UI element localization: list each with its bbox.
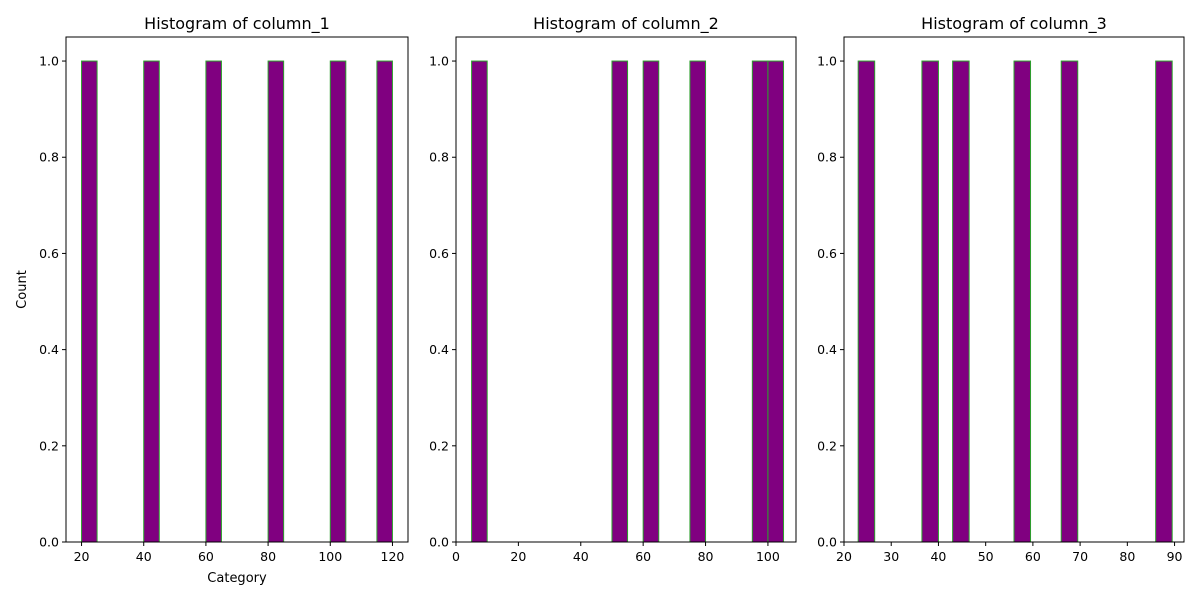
chart-title: Histogram of column_3	[921, 14, 1107, 34]
chart-title: Histogram of column_2	[533, 14, 719, 34]
histogram-bar	[921, 60, 939, 543]
plot-frame	[65, 36, 409, 543]
x-tick-label: 100	[756, 549, 780, 564]
histogram-panel-2: 0 20 40 60 80 100 0.0 0.2 0.4 0.6 0.8 1.0 Histogram …	[429, 14, 797, 564]
y-tick-label: 0.4	[817, 342, 837, 357]
x-tick-label: 60	[1025, 549, 1041, 564]
y-tick-label: 1.0	[39, 54, 59, 69]
y-tick-label: 1.0	[817, 54, 837, 69]
x-tick-label: 100	[318, 549, 342, 564]
chart-title: Histogram of column_1	[144, 14, 330, 34]
x-tick-label: 120	[381, 549, 405, 564]
histogram-panel-1: 20 40 60 80 100 120 0.0 0.2 0.4 0.6 0.8 1.0 Histogra…	[15, 14, 409, 586]
histogram-bar	[751, 60, 769, 543]
histogram-bar	[1013, 60, 1032, 543]
histogram-bar	[81, 60, 98, 543]
x-tick-label: 40	[930, 549, 946, 564]
x-tick-label: 70	[1072, 549, 1088, 564]
y-tick-label: 0.2	[817, 438, 837, 453]
histogram-bar	[1060, 60, 1079, 543]
y-tick-label: 0.6	[817, 246, 837, 261]
y-tick-label: 0.6	[39, 246, 59, 261]
histogram-bar	[1155, 60, 1173, 543]
x-tick-label: 40	[573, 549, 589, 564]
histogram-bar	[857, 60, 876, 543]
histogram-bar	[689, 60, 707, 543]
x-axis-label: Category	[207, 571, 267, 586]
x-tick-label: 90	[1167, 549, 1183, 564]
histogram-bar	[471, 60, 488, 543]
histogram-bar	[143, 60, 160, 543]
x-tick-label: 20	[510, 549, 526, 564]
histogram-bar	[642, 60, 660, 543]
x-tick-label: 0	[452, 549, 460, 564]
histogram-panel-3: 20 30 40 50 60 70 80 90 0.0 0.2 0.4 0.6 0.8 1.0 Histog…	[817, 14, 1185, 564]
x-tick-label: 20	[74, 549, 90, 564]
y-tick-label: 0.0	[429, 535, 449, 550]
y-tick-label: 0.6	[429, 246, 449, 261]
histogram-bar	[952, 60, 970, 543]
histogram-bar	[611, 60, 629, 543]
y-tick-label: 0.4	[39, 342, 59, 357]
y-tick-label: 0.2	[429, 438, 449, 453]
x-tick-label: 30	[883, 549, 899, 564]
histogram-bar	[767, 60, 785, 543]
x-tick-label: 40	[136, 549, 152, 564]
y-axis-label: Count	[15, 270, 30, 309]
y-tick-label: 0.8	[429, 150, 449, 165]
x-tick-label: 80	[1119, 549, 1135, 564]
x-tick-label: 60	[635, 549, 651, 564]
histogram-bar	[205, 60, 222, 543]
y-tick-label: 0.0	[39, 535, 59, 550]
y-tick-label: 0.4	[429, 342, 449, 357]
y-tick-label: 0.8	[39, 150, 59, 165]
histogram-bar	[329, 60, 347, 543]
plot-frame	[455, 36, 797, 543]
x-tick-label: 20	[836, 549, 852, 564]
y-tick-label: 0.8	[817, 150, 837, 165]
histogram-bar	[267, 60, 285, 543]
x-tick-label: 80	[698, 549, 714, 564]
x-tick-label: 80	[260, 549, 276, 564]
plot-frame	[843, 36, 1185, 543]
x-tick-label: 60	[198, 549, 214, 564]
y-tick-label: 0.0	[817, 535, 837, 550]
y-tick-label: 1.0	[429, 54, 449, 69]
x-tick-label: 50	[978, 549, 994, 564]
histogram-bar	[376, 60, 393, 543]
y-tick-label: 0.2	[39, 438, 59, 453]
